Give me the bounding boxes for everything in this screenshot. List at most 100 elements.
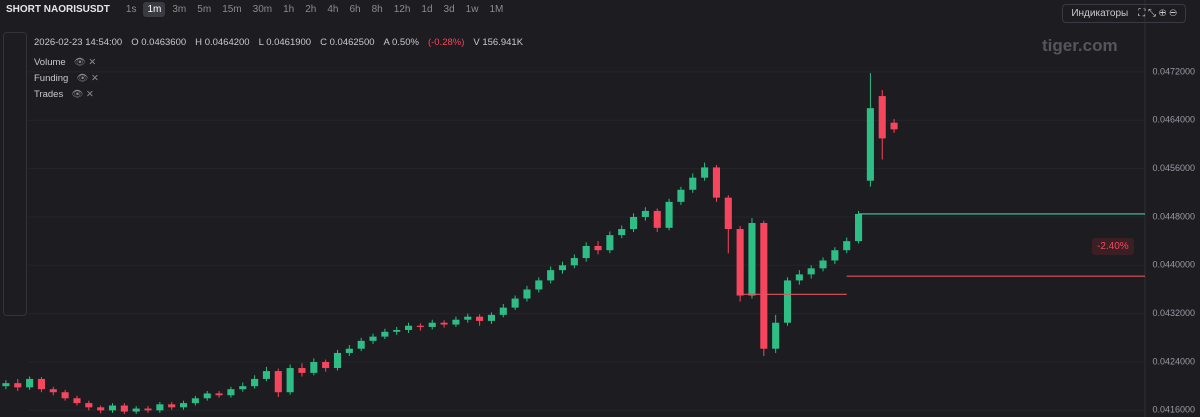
candle-body xyxy=(393,329,401,332)
timeframe[interactable]: 8h xyxy=(371,4,383,15)
candle-body xyxy=(345,348,353,353)
y-tick-label: 0.0456000 xyxy=(1152,163,1195,173)
y-tick-label: 0.0464000 xyxy=(1152,115,1195,125)
indicator-icons[interactable]: 👁 ✕ xyxy=(73,57,97,68)
timeframe[interactable]: 1d xyxy=(421,4,433,15)
candle-body xyxy=(499,307,507,315)
y-tick-label: 0.0448000 xyxy=(1152,211,1195,221)
candle-body xyxy=(677,189,685,202)
candle-body xyxy=(85,403,93,408)
legend-key: H xyxy=(195,37,203,48)
candle-body xyxy=(831,250,839,261)
candle-body xyxy=(227,389,235,396)
indicator-icons[interactable]: 👁 ✕ xyxy=(76,73,100,84)
timeframe[interactable]: 4h xyxy=(327,4,339,15)
timeframe[interactable]: 2h xyxy=(305,4,317,15)
legend-value: 0.50% xyxy=(392,37,419,48)
timeframe[interactable]: 3d xyxy=(443,4,455,15)
candle-body xyxy=(333,352,342,369)
candle-body xyxy=(748,223,756,296)
timeframe[interactable]: 1w xyxy=(465,4,479,15)
legend-key: A xyxy=(383,37,390,48)
candle-body xyxy=(73,398,81,404)
candle-body xyxy=(641,210,649,217)
candle-body xyxy=(760,223,768,349)
candle-body xyxy=(14,383,22,388)
candle-body xyxy=(783,280,792,323)
y-tick-label: 0.0440000 xyxy=(1152,260,1195,270)
legend-volume: V 156.941K xyxy=(473,37,523,48)
candle-body xyxy=(476,316,484,321)
candle-body xyxy=(428,322,436,327)
candle-body xyxy=(215,393,223,396)
candle-body xyxy=(168,404,176,408)
legend: 2026-02-23 14:54:00 O 0.0463600 H 0.04642… xyxy=(34,37,523,48)
candle-body xyxy=(49,389,57,393)
indicators-label[interactable]: Индикаторы xyxy=(1071,8,1129,19)
candle-body xyxy=(310,362,318,373)
pnl-badge: -2.40% xyxy=(1092,238,1134,255)
symbol[interactable]: SHORT NAORISUSDT xyxy=(6,4,110,15)
candle-body xyxy=(558,265,567,271)
candle-body xyxy=(2,383,10,387)
candle-body xyxy=(180,403,188,408)
candle-body xyxy=(630,216,638,230)
timeframe[interactable]: 12h xyxy=(393,4,411,15)
timeframe[interactable]: 1M xyxy=(489,4,504,15)
y-tick-label: 0.0424000 xyxy=(1152,356,1195,366)
candle-body xyxy=(61,392,69,399)
timeframe[interactable]: 1m xyxy=(143,2,166,17)
candle-body xyxy=(772,322,780,349)
candle-body xyxy=(665,201,673,228)
timeframe[interactable]: 3m xyxy=(172,4,187,15)
candle-body xyxy=(381,331,389,337)
candle-body xyxy=(890,122,898,130)
candle-body xyxy=(807,268,815,275)
candle-body xyxy=(26,378,34,388)
candle-body xyxy=(701,167,709,178)
timeframe[interactable]: 1s xyxy=(125,4,137,15)
toolbar: SHORT NAORISUSDT 1s 1m 3m 5m 15m 30m 1h 2h 4h 6h 8… xyxy=(6,2,510,17)
y-tick-label: 0.0432000 xyxy=(1152,308,1195,318)
candle-body xyxy=(795,274,803,281)
timeframe[interactable]: 5m xyxy=(197,4,212,15)
candle-body xyxy=(120,405,128,412)
indicator-icons[interactable]: 👁 ✕ xyxy=(71,89,94,100)
candle-body xyxy=(251,378,259,387)
candle-body xyxy=(724,197,732,230)
candle-body xyxy=(843,241,851,251)
timeframe[interactable]: 6h xyxy=(349,4,361,15)
candle-body xyxy=(535,280,543,290)
candle-body xyxy=(511,298,519,308)
candle-body xyxy=(855,213,863,242)
candle-body xyxy=(286,368,294,393)
candle-body xyxy=(416,325,424,327)
candle-body xyxy=(819,260,827,269)
legend-value: 0.0463600 xyxy=(141,37,187,48)
indicators-button[interactable]: Индикаторы ⛶ ⤡ ⊕ ⊖ xyxy=(1062,4,1186,23)
candle-body xyxy=(689,177,697,190)
candle-body xyxy=(736,229,744,296)
timeframe[interactable]: 15m xyxy=(222,4,242,15)
candle-body xyxy=(239,386,247,390)
timeframe[interactable]: 1h xyxy=(283,4,295,15)
indicator-name: Trades xyxy=(34,89,64,100)
candle-body xyxy=(203,393,211,399)
legend-value: 0.0464200 xyxy=(204,37,250,48)
y-tick-label: 0.0416000 xyxy=(1152,405,1195,415)
candle-body xyxy=(618,229,626,236)
indicator-list: Volume 👁 ✕ Funding 👁 ✕ Trades 👁 ✕ xyxy=(34,55,99,103)
y-tick-label: 0.0472000 xyxy=(1152,66,1195,76)
icons: ⛶ ⤡ ⊕ ⊖ xyxy=(1138,8,1177,19)
timeframe[interactable]: 30m xyxy=(252,4,273,15)
candle-body xyxy=(582,245,590,259)
candle-body xyxy=(594,245,602,251)
drawing-tools xyxy=(3,32,27,316)
candle-body xyxy=(405,325,413,330)
candle-body xyxy=(606,235,614,251)
legend-key: C xyxy=(320,37,327,48)
candle-body xyxy=(144,408,152,411)
logo: tiger.com xyxy=(1042,36,1118,55)
